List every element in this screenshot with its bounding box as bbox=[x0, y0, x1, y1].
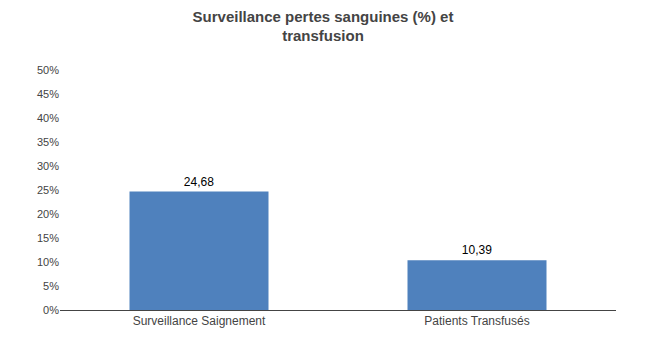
svg-text:10%: 10% bbox=[37, 256, 59, 268]
svg-text:40%: 40% bbox=[37, 112, 59, 124]
svg-text:5%: 5% bbox=[43, 280, 59, 292]
svg-text:25%: 25% bbox=[37, 184, 59, 196]
svg-text:50%: 50% bbox=[37, 64, 59, 76]
svg-text:Surveillance pertes sanguines: Surveillance pertes sanguines (%) ettran… bbox=[193, 8, 454, 45]
svg-text:Surveillance Saignement: Surveillance Saignement bbox=[133, 314, 266, 328]
svg-text:15%: 15% bbox=[37, 232, 59, 244]
svg-text:0%: 0% bbox=[43, 304, 59, 316]
svg-text:Patients Transfusés: Patients Transfusés bbox=[424, 314, 529, 328]
svg-text:30%: 30% bbox=[37, 160, 59, 172]
svg-text:24,68: 24,68 bbox=[184, 175, 214, 189]
svg-text:10,39: 10,39 bbox=[462, 243, 492, 257]
svg-text:45%: 45% bbox=[37, 88, 59, 100]
svg-text:35%: 35% bbox=[37, 136, 59, 148]
svg-text:20%: 20% bbox=[37, 208, 59, 220]
